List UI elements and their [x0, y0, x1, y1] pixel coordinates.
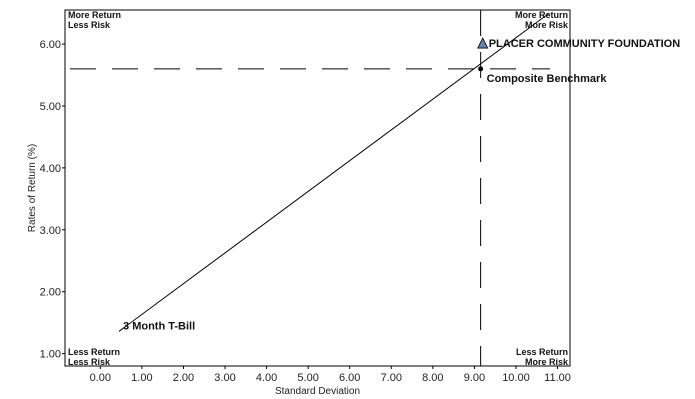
y-tick-label: 1.00 [40, 349, 61, 361]
x-tick-label: 8.00 [422, 372, 443, 384]
quadrant-label: More Risk [525, 20, 569, 30]
x-tick-label: 3.00 [214, 372, 235, 384]
x-axis-title: Standard Deviation [275, 386, 360, 397]
x-tick-label: 0.00 [90, 372, 111, 384]
x-tick-label: 7.00 [381, 372, 402, 384]
x-tick-label: 5.00 [297, 372, 318, 384]
x-tick-label: 10.00 [502, 372, 530, 384]
x-tick-label: 4.00 [256, 372, 277, 384]
x-tick-label: 6.00 [339, 372, 360, 384]
y-axis: 1.00 2.00 3.00 4.00 5.00 6.00 [40, 39, 65, 361]
y-axis-title: Rates of Return (%) [27, 144, 38, 232]
x-tick-label: 11.00 [544, 372, 571, 384]
x-tick-label: 1.00 [131, 372, 152, 384]
quadrant-label: More Risk [525, 357, 569, 367]
market-line [118, 12, 550, 332]
quadrant-label: Less Risk [68, 20, 111, 30]
quadrant-label: Less Return [516, 347, 568, 357]
benchmark-point [478, 66, 484, 72]
quadrant-label: Less Return [68, 347, 120, 357]
point-label: Composite Benchmark [487, 73, 608, 85]
data-points: 3 Month T-Bill Composite Benchmark PLACER … [123, 37, 681, 332]
x-axis: 0.00 1.00 2.00 3.00 4.00 5.00 6.00 7.00 8.00 9.00… [90, 366, 571, 384]
portfolio-point [477, 37, 489, 49]
y-tick-label: 6.00 [40, 39, 61, 51]
point-label: 3 Month T-Bill [123, 320, 195, 332]
quadrant-label: More Return [68, 10, 121, 20]
y-tick-label: 4.00 [40, 163, 61, 175]
quadrant-label: Less Risk [68, 357, 111, 367]
x-tick-label: 2.00 [173, 372, 194, 384]
y-tick-label: 3.00 [40, 225, 61, 237]
x-tick-label: 9.00 [464, 372, 485, 384]
y-tick-label: 2.00 [40, 287, 61, 299]
quadrant-label: More Return [515, 10, 568, 20]
plot-frame [64, 9, 571, 367]
point-label: PLACER COMMUNITY FOUNDATION [489, 38, 681, 50]
y-tick-label: 5.00 [40, 101, 61, 113]
